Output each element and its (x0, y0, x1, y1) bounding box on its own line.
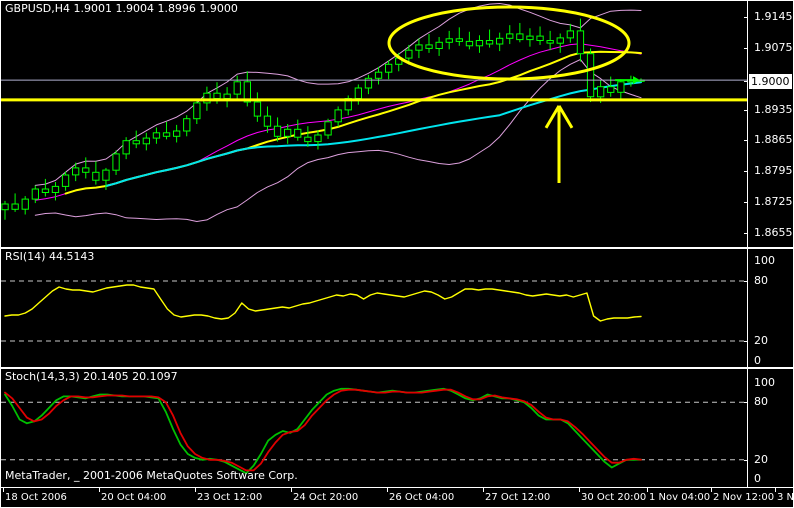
stochastic-tick-label: 100 (754, 376, 775, 389)
rsi-tick-mark (744, 281, 748, 282)
price-tick-mark (744, 140, 748, 142)
rsi-tick-label: 80 (754, 274, 768, 287)
rsi-tick-mark (744, 341, 748, 342)
price-chart-panel[interactable]: GBPUSD,H4 1.9001 1.9004 1.8996 1.9000 1.… (0, 0, 794, 248)
price-tick-label: 1.8935 (754, 102, 793, 116)
price-tick-mark (744, 201, 748, 203)
time-tick-label: 1 Nov 04:00 (649, 492, 711, 503)
price-y-axis[interactable]: 1.9145 1.9075 1.9000 1.8935 1.8865 1.8795 1.87… (744, 1, 793, 247)
time-tick-label: 24 Oct 20:00 (293, 492, 359, 503)
rsi-y-axis[interactable]: 100 80 20 0 (744, 249, 793, 367)
stochastic-tick-mark (744, 459, 748, 461)
price-tick-mark (744, 171, 748, 173)
stochastic-label: Stoch(14,3,3) 20.1405 20.1097 (5, 370, 178, 383)
stochastic-plot (1, 387, 747, 475)
price-tick-mark (744, 81, 748, 83)
price-tick-label: 1.8865 (754, 133, 793, 147)
stochastic-tick-mark (744, 402, 748, 404)
stochastic-panel[interactable]: Stoch(14,3,3) 20.1405 20.1097 100 80 20 0 (0, 368, 794, 488)
time-tick-mark (775, 488, 776, 492)
rsi-panel[interactable]: RSI(14) 44.5143 100 80 20 0 (0, 248, 794, 368)
time-tick-label: 27 Oct 12:00 (485, 492, 551, 503)
stochastic-tick-label: 0 (754, 472, 761, 485)
current-price-tag: 1.9000 (749, 74, 792, 90)
stochastic-tick-label: 20 (754, 452, 768, 466)
price-tick-label: 1.8725 (754, 194, 793, 208)
time-tick-mark (387, 488, 388, 492)
time-tick-label: 30 Oct 20:00 (581, 492, 647, 503)
time-tick-label: 3 Nov 20:00 (777, 492, 794, 503)
price-tick-mark (744, 17, 748, 19)
time-tick-mark (579, 488, 580, 492)
time-axis[interactable]: 18 Oct 2006 20 Oct 04:00 23 Oct 12:00 24 Oc… (0, 488, 794, 508)
time-tick-mark (291, 488, 292, 492)
time-tick-mark (195, 488, 196, 492)
time-tick-label: 23 Oct 12:00 (197, 492, 263, 503)
time-tick-label: 26 Oct 04:00 (389, 492, 455, 503)
price-panel-label: GBPUSD,H4 1.9001 1.9004 1.8996 1.9000 (5, 2, 238, 15)
time-tick-mark (711, 488, 712, 492)
price-tick-mark (744, 48, 748, 50)
price-tick-label: 1.9075 (754, 41, 793, 55)
price-tick-label: 1.8655 (754, 225, 793, 239)
stochastic-tick-label: 80 (754, 395, 768, 409)
time-tick-label: 18 Oct 2006 (5, 492, 67, 503)
price-tick-label: 1.8795 (754, 164, 793, 178)
rsi-tick-label: 20 (754, 334, 768, 347)
price-tick-mark (744, 232, 748, 234)
rsi-tick-label: 100 (754, 254, 775, 267)
time-tick-mark (483, 488, 484, 492)
time-tick-mark (647, 488, 648, 492)
price-tick-mark (744, 109, 748, 111)
stochastic-y-axis[interactable]: 100 80 20 0 (744, 369, 793, 487)
rsi-tick-label: 0 (754, 354, 761, 367)
time-tick-label: 20 Oct 04:00 (101, 492, 167, 503)
rsi-label: RSI(14) 44.5143 (5, 250, 95, 263)
price-plot (1, 3, 747, 222)
time-tick-mark (99, 488, 100, 492)
rsi-plot (1, 280, 747, 342)
copyright-text: MetaTrader, _ 2001-2006 MetaQuotes Softw… (5, 469, 298, 482)
time-tick-label: 2 Nov 12:00 (713, 492, 775, 503)
time-tick-mark (3, 488, 4, 492)
price-tick-label: 1.9145 (754, 10, 793, 24)
